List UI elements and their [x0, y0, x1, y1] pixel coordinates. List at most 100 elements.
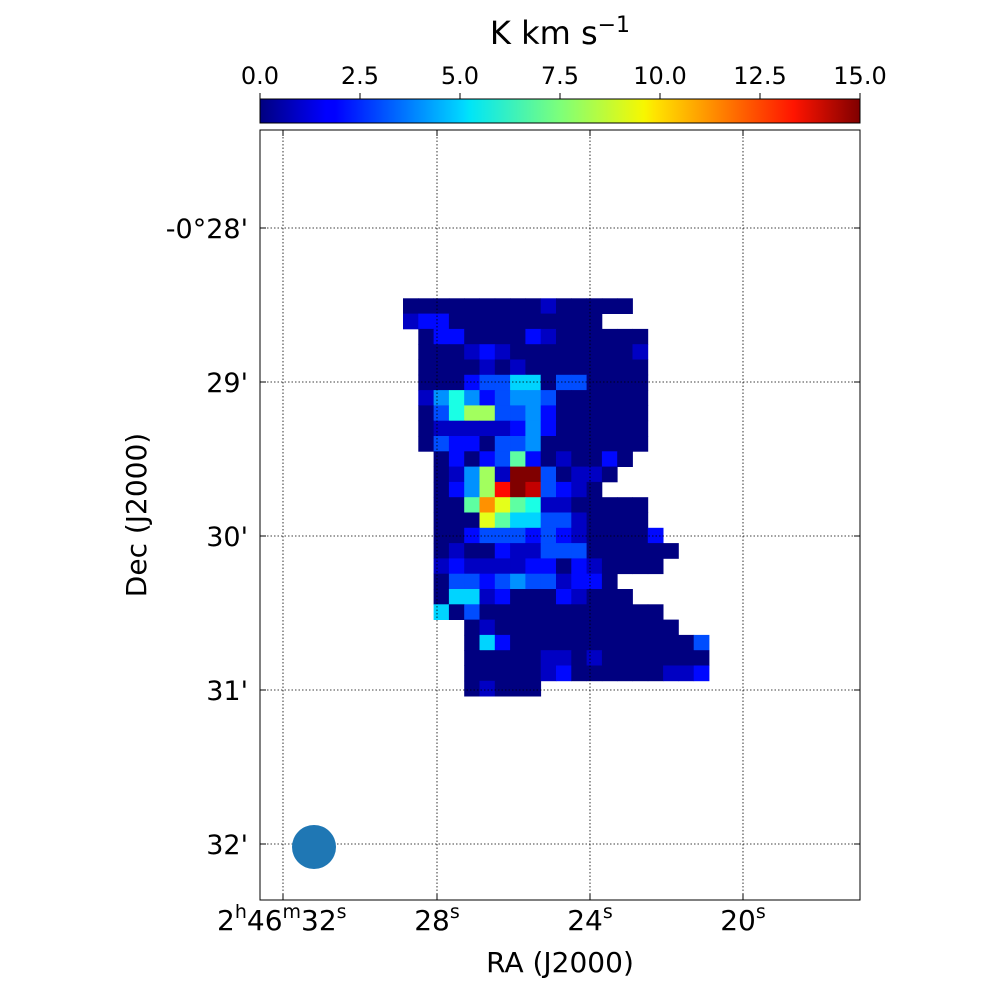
heatmap-cell: [479, 512, 496, 529]
x-ticks: 2h46m32s 28s 24s 20s: [217, 130, 766, 937]
heatmap-cell: [433, 436, 450, 452]
heatmap-cell: [617, 497, 633, 513]
heatmap-cell: [586, 604, 603, 620]
heatmap-cell: [601, 543, 618, 559]
colorbar-tick-label: 15.0: [833, 62, 886, 90]
heatmap-cell: [601, 604, 618, 620]
heatmap-cell: [433, 558, 450, 575]
heatmap-cell: [556, 313, 572, 330]
heatmap-cell: [494, 436, 511, 452]
heatmap-cell: [525, 420, 542, 437]
heatmap-cell: [525, 328, 542, 345]
x-axis-label: RA (J2000): [486, 946, 634, 979]
heatmap-cell: [464, 344, 480, 360]
heatmap-cell: [433, 481, 450, 498]
heatmap-cell: [693, 650, 710, 666]
y-tick-label: 32': [206, 830, 248, 861]
colorbar: K km s−1 0.0 2.5 5.0 7.5 10.0 12.5 15.0: [241, 13, 887, 124]
heatmap-cell: [617, 328, 633, 345]
heatmap-cell: [601, 512, 618, 529]
heatmap-cell: [601, 665, 618, 682]
heatmap-cell: [525, 451, 542, 467]
heatmap-cell: [556, 527, 572, 544]
heatmap-cell: [632, 543, 649, 559]
heatmap-cell: [464, 405, 480, 422]
heatmap-cell: [494, 374, 511, 391]
heatmap-cell: [448, 420, 465, 437]
heatmap-cell: [556, 436, 572, 452]
heatmap-cell: [571, 634, 587, 651]
heatmap-cell: [448, 589, 465, 605]
heatmap-cell: [464, 313, 480, 330]
heatmap-cell: [571, 604, 587, 620]
heatmap-cell: [433, 390, 450, 406]
heatmap-cell: [556, 374, 572, 391]
heatmap-cell: [540, 634, 557, 651]
heatmap-cell: [571, 589, 587, 605]
heatmap-cell: [464, 374, 480, 391]
heatmap-cell: [632, 420, 649, 437]
heatmap-cell: [479, 313, 496, 330]
heatmap-cell: [479, 390, 496, 406]
heatmap-cell: [448, 344, 465, 360]
heatmap-cell: [510, 466, 526, 483]
heatmap-cell: [556, 390, 572, 406]
heatmap-cell: [556, 604, 572, 620]
heatmap-cell: [525, 466, 542, 483]
heatmap-cell: [494, 405, 511, 422]
heatmap-cell: [540, 405, 557, 422]
heatmap-cell: [601, 390, 618, 406]
heatmap-cell: [556, 512, 572, 529]
heatmap-cell: [540, 512, 557, 529]
heatmap-cell: [540, 451, 557, 467]
heatmap-cell: [448, 405, 465, 422]
heatmap-cell: [479, 604, 496, 620]
heatmap-cell: [632, 650, 649, 666]
heatmap-cell: [556, 634, 572, 651]
heatmap-cell: [617, 634, 633, 651]
colorbar-tick-label: 0.0: [241, 62, 279, 90]
heatmap-cell: [540, 390, 557, 406]
heatmap-cell: [418, 390, 434, 406]
heatmap-cell: [525, 619, 542, 636]
heatmap-cell: [464, 543, 480, 559]
heatmap-cell: [571, 665, 587, 682]
heatmap-cell: [525, 405, 542, 422]
heatmap-cell: [540, 466, 557, 483]
heatmap-cell: [586, 328, 603, 345]
heatmap-cell: [540, 328, 557, 345]
heatmap-cell: [556, 359, 572, 376]
heatmap-cell: [571, 466, 587, 483]
heatmap-cell: [525, 374, 542, 391]
heatmap-cell: [448, 451, 465, 467]
heatmap-cell: [647, 558, 664, 575]
heatmap-cells: [403, 298, 710, 697]
heatmap-cell: [510, 512, 526, 529]
heatmap-cell: [601, 359, 618, 376]
heatmap-cell: [433, 497, 450, 513]
heatmap-cell: [448, 466, 465, 483]
heatmap-cell: [464, 497, 480, 513]
heatmap-cell: [403, 313, 419, 330]
heatmap-cell: [418, 374, 434, 391]
heatmap-cell: [678, 665, 695, 682]
heatmap-cell: [479, 573, 496, 590]
heatmap-cell: [510, 665, 526, 682]
heatmap-cell: [448, 374, 465, 391]
heatmap-cell: [525, 650, 542, 666]
heatmap-cell: [556, 573, 572, 590]
heatmap-cell: [448, 497, 465, 513]
heatmap-cell: [556, 420, 572, 437]
heatmap-cell: [448, 558, 465, 575]
heatmap-cell: [632, 436, 649, 452]
heatmap-cell: [601, 436, 618, 452]
heatmap-cell: [632, 665, 649, 682]
heatmap-cell: [464, 298, 480, 314]
heatmap-cell: [571, 374, 587, 391]
heatmap-cell: [510, 680, 526, 697]
heatmap-cell: [586, 665, 603, 682]
heatmap-cell: [556, 328, 572, 345]
heatmap-cell: [418, 313, 434, 330]
heatmap-cell: [494, 466, 511, 483]
heatmap-cell: [448, 604, 465, 620]
